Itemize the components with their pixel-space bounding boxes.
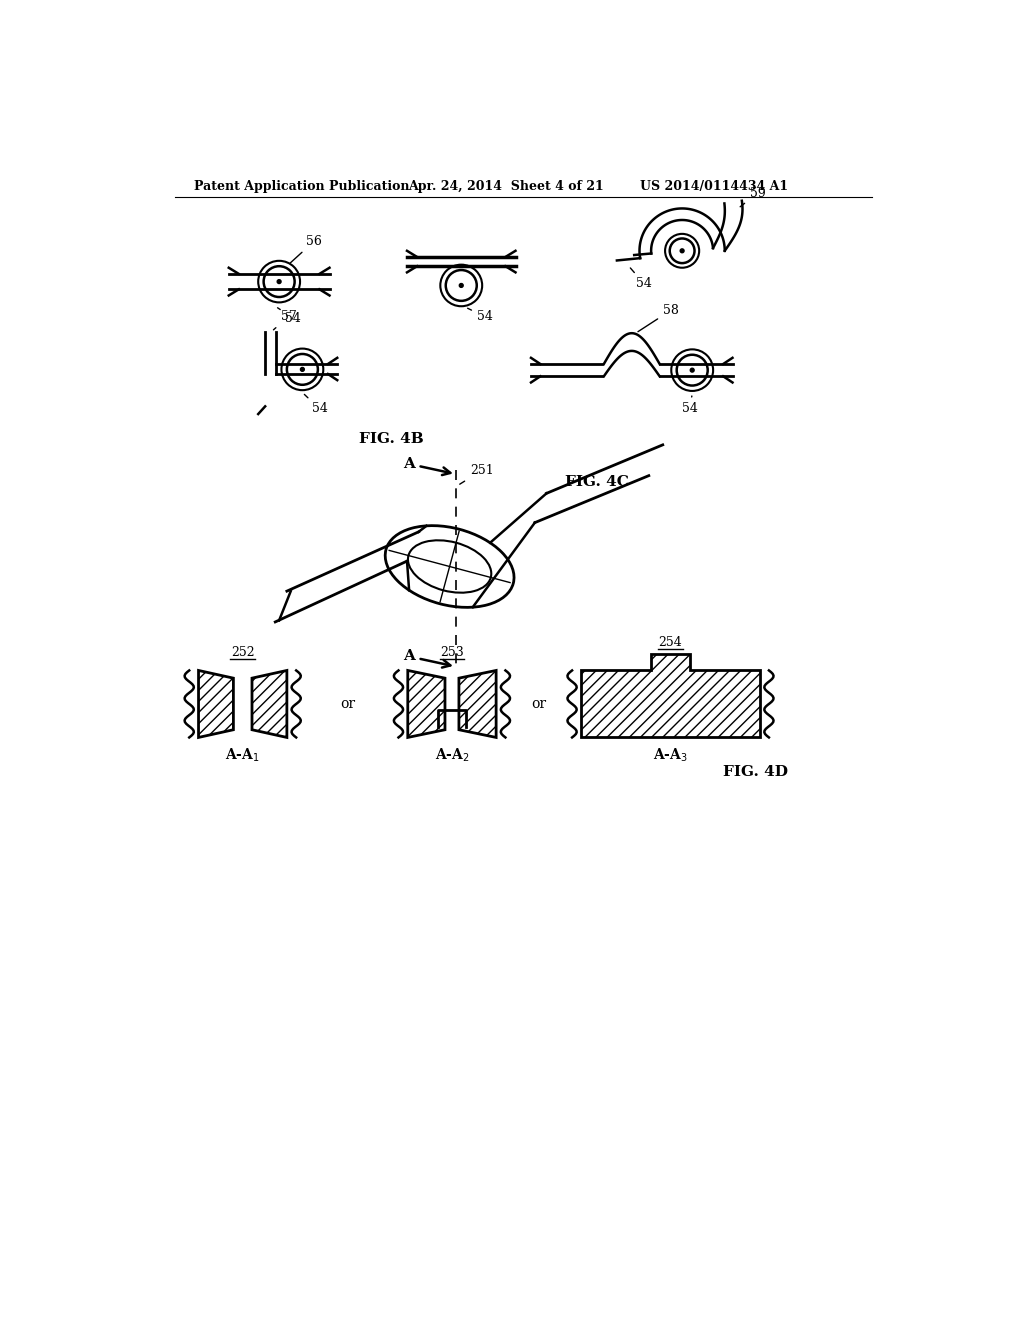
Text: A-A$_1$: A-A$_1$ bbox=[225, 747, 260, 764]
Circle shape bbox=[278, 280, 281, 284]
Text: Apr. 24, 2014  Sheet 4 of 21: Apr. 24, 2014 Sheet 4 of 21 bbox=[409, 181, 604, 194]
Circle shape bbox=[460, 284, 463, 288]
Text: 58: 58 bbox=[638, 304, 679, 331]
Text: A: A bbox=[403, 457, 451, 475]
Text: 59: 59 bbox=[740, 187, 765, 207]
Text: 54: 54 bbox=[468, 309, 493, 323]
Text: FIG. 4D: FIG. 4D bbox=[723, 766, 788, 779]
Polygon shape bbox=[459, 671, 496, 738]
Text: 57: 57 bbox=[273, 310, 296, 330]
Text: FIG. 4C: FIG. 4C bbox=[565, 475, 629, 488]
Polygon shape bbox=[252, 671, 287, 738]
Circle shape bbox=[680, 249, 684, 252]
Text: 54: 54 bbox=[278, 308, 301, 325]
Text: US 2014/0114434 A1: US 2014/0114434 A1 bbox=[640, 181, 787, 194]
Text: 253: 253 bbox=[440, 645, 464, 659]
Text: Patent Application Publication: Patent Application Publication bbox=[194, 181, 410, 194]
Text: A: A bbox=[403, 649, 451, 668]
Circle shape bbox=[690, 368, 694, 372]
Text: FIG. 4B: FIG. 4B bbox=[359, 433, 424, 446]
Text: 54: 54 bbox=[304, 395, 328, 416]
Text: A-A$_3$: A-A$_3$ bbox=[653, 747, 688, 764]
Text: 56: 56 bbox=[291, 235, 323, 263]
Text: 254: 254 bbox=[658, 636, 682, 649]
Polygon shape bbox=[199, 671, 233, 738]
Text: 54: 54 bbox=[631, 268, 652, 290]
Polygon shape bbox=[582, 653, 760, 738]
Text: 54: 54 bbox=[682, 396, 698, 416]
Circle shape bbox=[300, 367, 304, 371]
Text: A-A$_2$: A-A$_2$ bbox=[434, 747, 469, 764]
Text: or: or bbox=[531, 697, 547, 711]
Text: or: or bbox=[340, 697, 355, 711]
Text: 251: 251 bbox=[460, 465, 494, 484]
Text: 252: 252 bbox=[230, 645, 255, 659]
Polygon shape bbox=[408, 671, 445, 738]
